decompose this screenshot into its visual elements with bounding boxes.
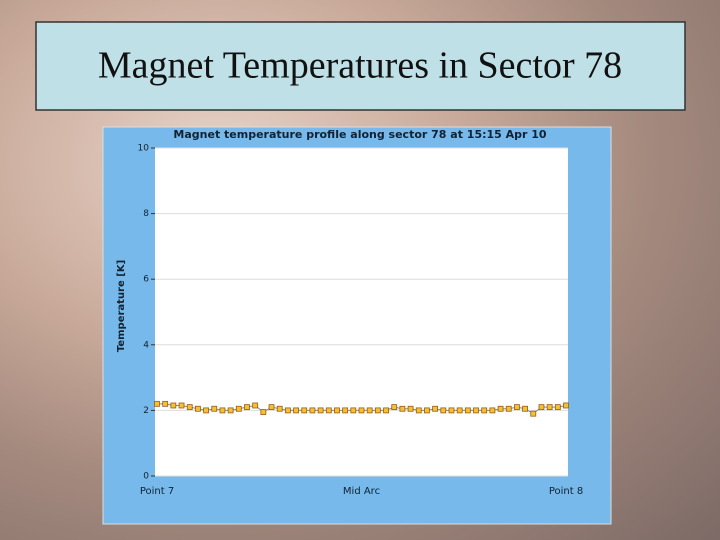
slide-title: Magnet Temperatures in Sector 78 [98,45,622,87]
y-tick-label: 6 [143,275,149,285]
data-point [194,405,201,412]
data-point [374,407,381,414]
data-point [342,407,349,414]
data-point [399,405,406,412]
data-point [481,407,488,414]
data-point [301,407,308,414]
data-point [473,407,479,414]
data-point [497,405,504,412]
plot-area [155,148,568,476]
data-point [235,405,242,412]
data-point [317,407,324,414]
data-point [563,402,569,409]
data-point [554,404,561,411]
y-tick-label: 2 [143,406,149,416]
data-point [186,404,193,411]
data-point [391,404,398,411]
data-point [170,402,177,409]
data-point [293,407,299,414]
chart-title: Magnet temperature profile along sector … [173,128,547,141]
data-point [334,407,340,414]
data-point [538,404,545,411]
data-point [415,407,422,414]
data-point [203,407,209,414]
data-point [268,404,275,411]
data-point [211,405,218,412]
data-point [407,405,414,412]
data-point [464,407,471,414]
y-tick-label: 10 [138,144,150,154]
x-tick-label: Point 7 [140,486,174,497]
data-point [276,405,283,412]
x-tick-label: Mid Arc [343,486,380,497]
data-point [154,400,160,407]
data-point [505,405,512,412]
title-box [35,21,686,111]
data-point [227,407,234,414]
data-point [546,404,553,411]
data-point [514,404,520,411]
data-point [244,404,250,411]
data-point [178,402,185,409]
data-point [440,407,447,414]
data-point [432,405,439,412]
data-point [522,405,528,412]
data-point [325,407,332,414]
data-point [456,407,463,414]
data-point [383,407,389,414]
data-point [284,407,291,414]
data-point [350,407,357,414]
data-point [448,407,455,414]
y-tick-label: 4 [143,340,149,350]
data-point [219,407,226,414]
data-point [260,409,267,415]
y-tick-label: 0 [143,472,149,482]
data-point [424,407,430,414]
y-axis-label: Temperature [K] [116,260,127,352]
data-point [530,410,537,417]
x-tick-label: Point 8 [549,486,583,497]
data-point [252,402,259,409]
data-point [358,407,365,414]
data-point [309,407,316,414]
y-tick-label: 8 [143,209,149,219]
data-point [489,407,496,414]
data-point [366,407,373,414]
data-point [162,400,169,407]
